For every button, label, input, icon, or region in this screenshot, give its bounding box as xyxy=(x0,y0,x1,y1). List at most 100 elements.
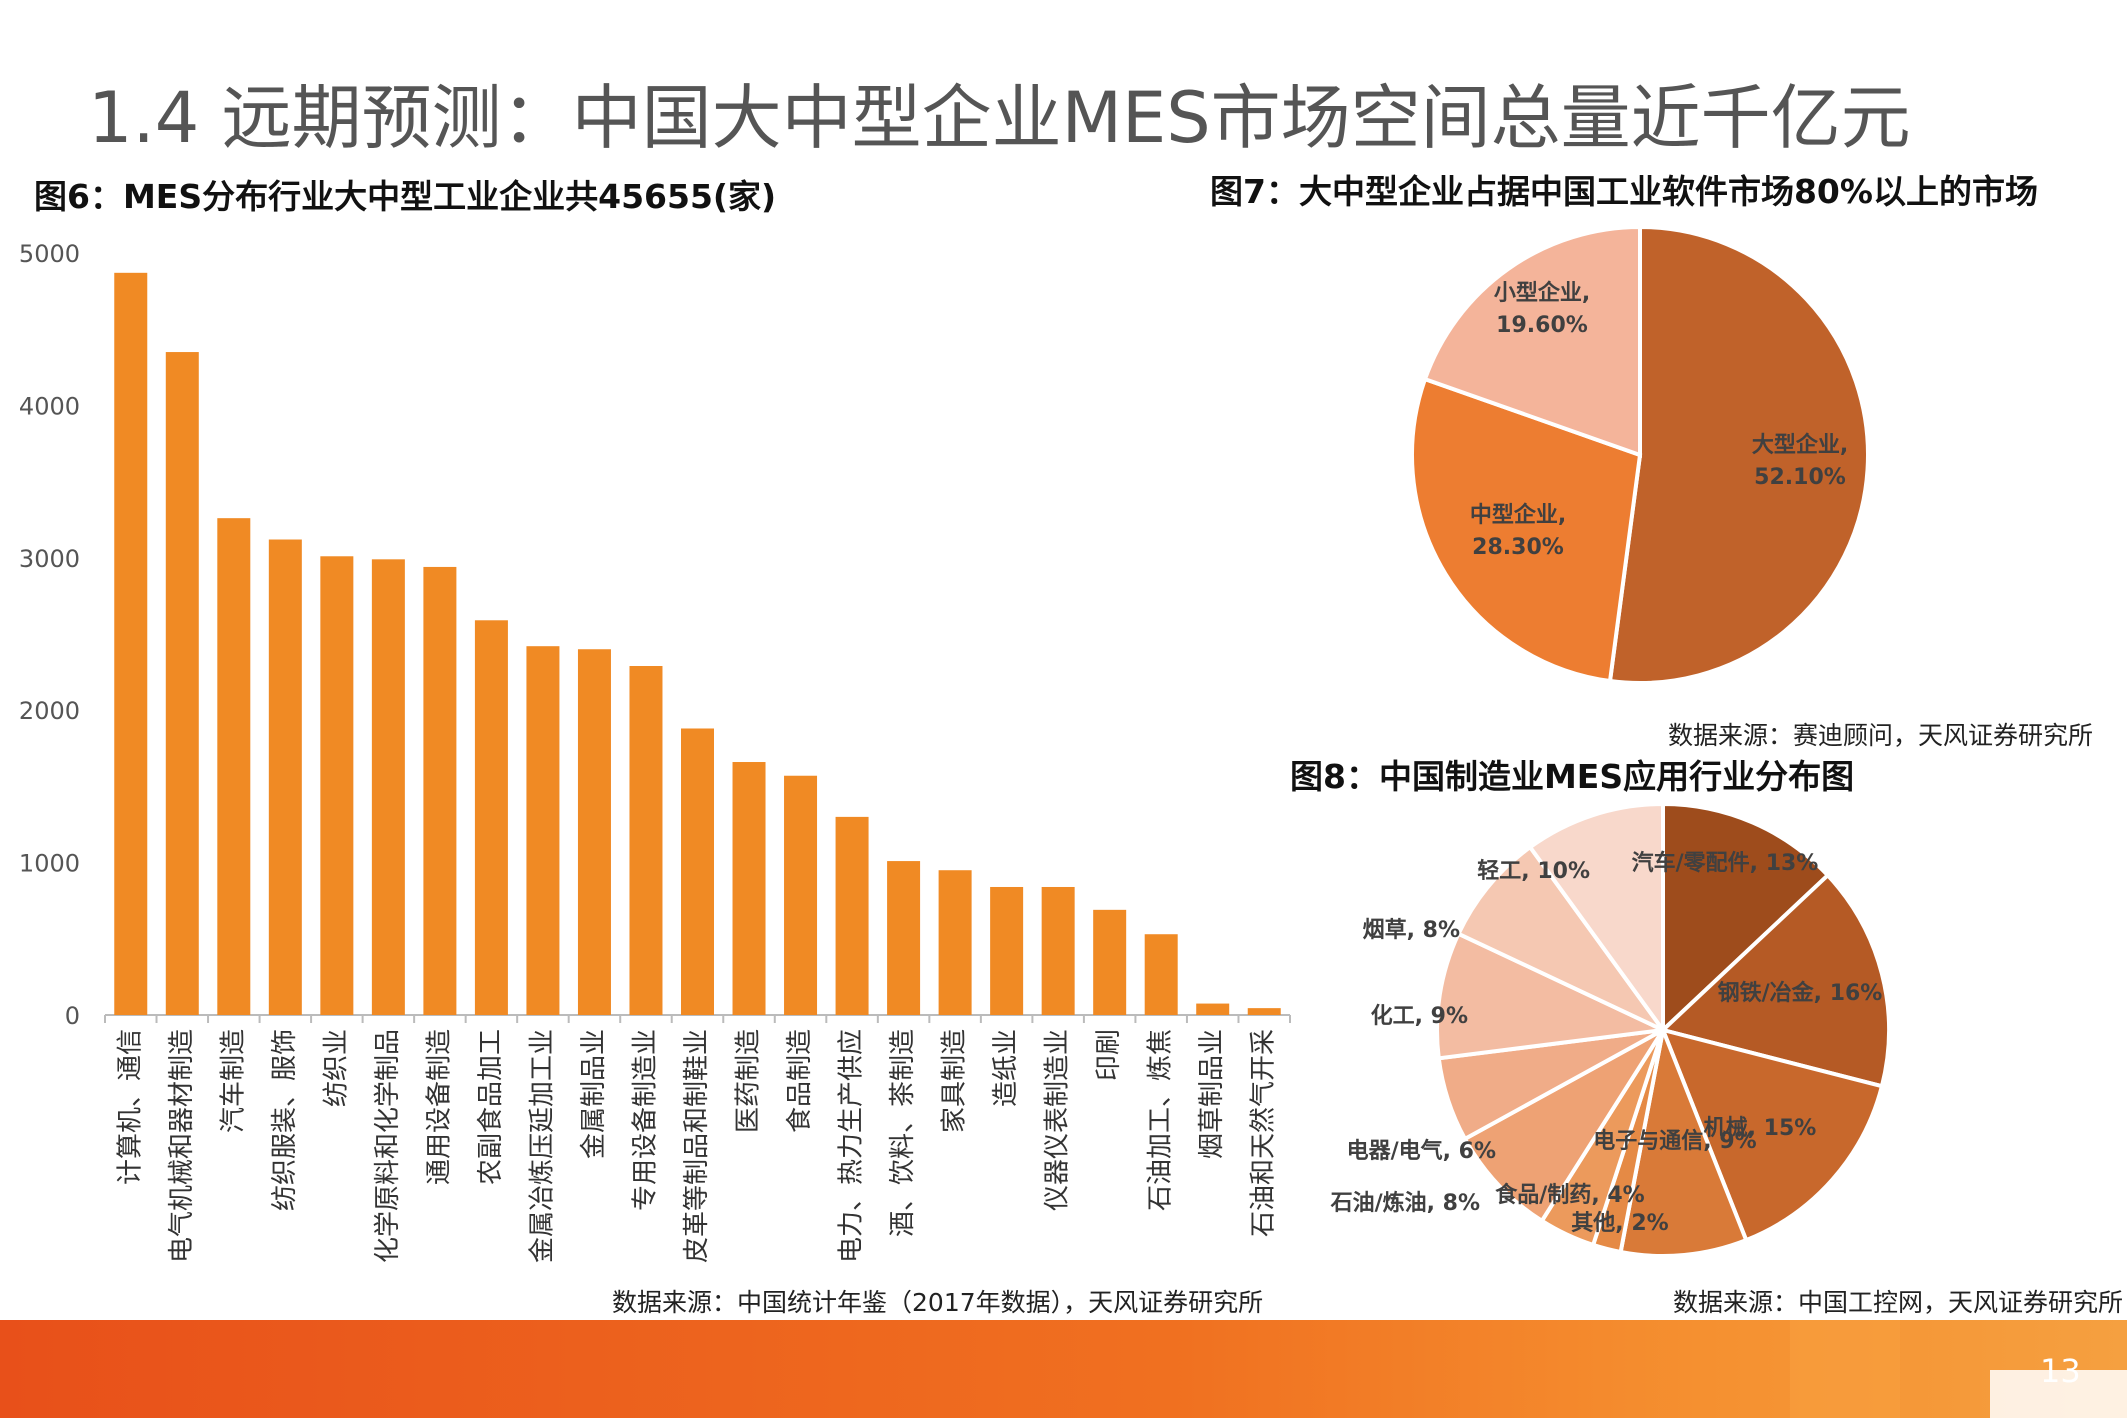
x-tick-label: 专用设备制造业 xyxy=(630,1029,660,1211)
x-tick-label: 印刷 xyxy=(1094,1029,1124,1081)
fig6-title: 图6：MES分布行业大中型工业企业共45655(家) xyxy=(34,177,777,216)
bar xyxy=(423,566,457,1015)
pie-slice xyxy=(1607,224,1870,685)
y-tick-label: 0 xyxy=(65,1002,80,1030)
fig7-title: 图7：大中型企业占据中国工业软件市场80%以上的市场 xyxy=(1210,172,2038,211)
pie-label: 食品/制药, 4% xyxy=(1495,1182,1644,1208)
pie-label: 机械, 15% xyxy=(1704,1116,1817,1141)
x-tick-label: 通用设备制造 xyxy=(424,1029,454,1185)
x-tick-label: 汽车制造 xyxy=(218,1029,248,1133)
bar xyxy=(990,886,1024,1015)
x-tick-label: 金属制品业 xyxy=(579,1029,609,1159)
page-title: 1.4 远期预测：中国大中型企业MES市场空间总量近千亿元 xyxy=(88,77,1911,159)
pie-slice xyxy=(1618,1022,1749,1258)
x-tick-label: 电力、热力生产供应 xyxy=(837,1029,867,1263)
x-tick-label: 电气机械和器材制造 xyxy=(167,1029,197,1263)
pie-label-name: 钢铁/冶金, xyxy=(1718,980,1830,1006)
pie-label: 石油/炼油, 8% xyxy=(1330,1190,1480,1216)
bar xyxy=(1144,934,1178,1015)
pie-slice xyxy=(1410,376,1643,684)
bar xyxy=(371,559,405,1015)
y-tick-label: 3000 xyxy=(19,545,80,573)
x-tick-label: 石油和天然气开采 xyxy=(1249,1029,1279,1237)
x-tick-label: 烟草制品业 xyxy=(1197,1029,1227,1159)
x-tick-label: 仪器仪表制造业 xyxy=(1043,1029,1073,1211)
pie-label-value: 2% xyxy=(1631,1211,1668,1236)
pie-label-name: 石油/炼油, xyxy=(1330,1190,1443,1216)
bar xyxy=(526,646,560,1015)
pie-label-value: 52.10% xyxy=(1754,465,1846,490)
bar xyxy=(1093,909,1127,1015)
pie-label-name: 轻工, xyxy=(1477,858,1537,884)
y-tick-label: 4000 xyxy=(19,392,80,420)
pie-slice xyxy=(1661,801,1831,1035)
pie-slice xyxy=(1455,844,1665,1032)
x-tick-label: 家具制造 xyxy=(940,1029,970,1133)
pie-label: 钢铁/冶金, 16% xyxy=(1718,980,1883,1006)
x-tick-label: 皮革等制品和制鞋业 xyxy=(682,1029,712,1263)
bar xyxy=(1041,886,1075,1015)
bar-chart: 0 1000 2000 3000 4000 5000 计算机、通信 电气机械和器材制造 汽车制造… xyxy=(19,240,1291,1263)
pie-label-name: 汽车/零配件, xyxy=(1632,850,1766,876)
x-tick-label: 石油加工、炼焦 xyxy=(1146,1029,1176,1211)
pie-label: 小型企业, 19.60% xyxy=(1494,280,1590,338)
pie-label-name: 烟草, xyxy=(1363,917,1423,943)
bar xyxy=(577,649,611,1015)
pie-label-value: 4% xyxy=(1607,1183,1644,1208)
pie-label-value: 15% xyxy=(1764,1116,1817,1141)
bar xyxy=(1247,1008,1281,1015)
pie-label-value: 13% xyxy=(1766,851,1819,876)
pie-label: 烟草, 8% xyxy=(1363,917,1460,943)
bar xyxy=(629,666,663,1015)
pie-label-name: 电子与通信, xyxy=(1593,1128,1719,1154)
bar xyxy=(217,518,251,1015)
pie-label-value: 8% xyxy=(1423,918,1460,943)
pie-slice xyxy=(1462,1028,1665,1224)
pie-label-name: 机械, xyxy=(1704,1116,1764,1141)
bar xyxy=(1196,1003,1230,1015)
fig8-title: 图8：中国制造业MES应用行业分布图 xyxy=(1290,757,1855,796)
bar xyxy=(732,762,766,1015)
pie-label: 汽车/零配件, 13% xyxy=(1632,850,1819,876)
pie-label: 大型企业, 52.10% xyxy=(1752,432,1848,490)
pie-label: 化工, 9% xyxy=(1371,1003,1468,1029)
bar xyxy=(320,556,354,1015)
footer-block xyxy=(1790,1320,1900,1418)
pie-chart-fig8: 汽车/零配件, 13%钢铁/冶金, 16%机械, 15%电子与通信, 9%其他,… xyxy=(1330,801,1891,1258)
x-tick-label: 计算机、通信 xyxy=(115,1029,145,1185)
pie-label-name: 小型企业, xyxy=(1494,280,1590,306)
pie-label-name: 食品/制药, xyxy=(1495,1182,1607,1208)
pie-label-value: 9% xyxy=(1431,1004,1468,1029)
pie-slice xyxy=(1658,872,1891,1089)
pie-label: 电子与通信, 9% xyxy=(1593,1128,1756,1154)
pie-label-value: 28.30% xyxy=(1472,535,1564,560)
pie-slice xyxy=(1422,224,1642,458)
pie-chart-fig7: 大型企业, 52.10% 中型企业, 28.30% 小型企业, 19.60% xyxy=(1410,224,1870,685)
bar xyxy=(681,728,714,1015)
fig8-source: 数据来源：中国工控网，天风证券研究所 xyxy=(1673,1288,2124,1317)
footer-block xyxy=(1990,1370,2127,1418)
x-tick-label: 造纸业 xyxy=(991,1029,1021,1107)
pie-label-value: 16% xyxy=(1830,981,1883,1006)
pie-slice xyxy=(1527,801,1665,1037)
bar xyxy=(474,620,508,1015)
bar xyxy=(165,352,199,1015)
x-tick-label: 医药制造 xyxy=(734,1029,764,1133)
x-tick-label: 农副食品加工 xyxy=(476,1029,506,1185)
pie-slice xyxy=(1659,1027,1885,1243)
pie-label-name: 电器/电气, xyxy=(1347,1138,1459,1164)
pie-label-name: 大型企业, xyxy=(1752,432,1848,458)
pie-label: 其他, 2% xyxy=(1571,1211,1668,1236)
x-tick-label: 纺织服装、服饰 xyxy=(270,1029,300,1211)
y-tick-label: 5000 xyxy=(19,240,80,268)
bar xyxy=(268,539,302,1015)
pie-label-name: 化工, xyxy=(1371,1003,1431,1029)
pie-slice xyxy=(1435,931,1671,1061)
pie-label-value: 19.60% xyxy=(1496,313,1588,338)
pie-label-value: 10% xyxy=(1537,859,1590,884)
pie-label-value: 6% xyxy=(1459,1139,1496,1164)
pie-label-value: 9% xyxy=(1719,1129,1756,1154)
pie-label: 电器/电气, 6% xyxy=(1347,1138,1496,1164)
bar xyxy=(887,861,921,1015)
pie-label-name: 其他, xyxy=(1571,1211,1631,1236)
